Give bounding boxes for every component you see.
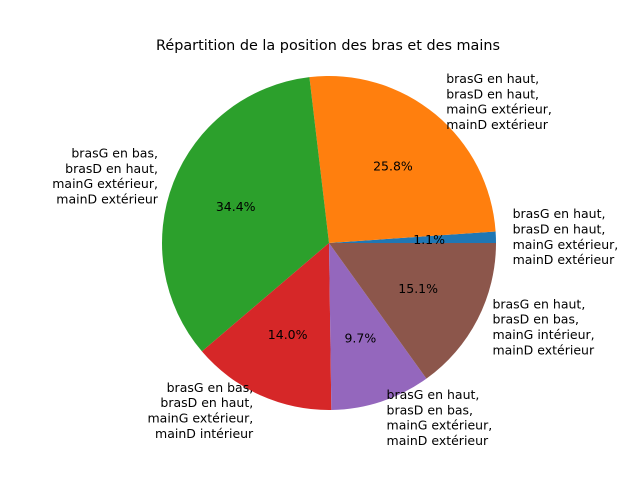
- slice-label-line: mainG extérieur,: [513, 237, 619, 252]
- slice-label-line: brasD en bas,: [387, 402, 474, 417]
- slice-label-line: brasG en bas,: [71, 146, 158, 161]
- pie-slice: [329, 243, 496, 379]
- slice-label-line: mainG intérieur,: [492, 327, 594, 342]
- pie-slice: [309, 76, 496, 243]
- slice-percent-label: 15.1%: [398, 281, 438, 296]
- slice-label-line: mainG extérieur,: [52, 176, 158, 191]
- slice-label: brasG en haut, brasD en bas, mainG intérie…: [492, 296, 595, 357]
- slice-label-line: brasD en haut,: [513, 222, 606, 237]
- slice-label-line: mainG extérieur,: [446, 102, 552, 117]
- slice-percent-label: 14.0%: [268, 327, 308, 342]
- slice-label-line: brasD en bas,: [492, 312, 579, 327]
- slice-percent-label: 1.1%: [413, 232, 445, 247]
- slice-percent-label: 25.8%: [373, 158, 413, 173]
- slice-label: brasG en haut, brasD en haut, mainG extéri…: [513, 206, 619, 267]
- slice-label-line: brasG en haut,: [513, 206, 606, 221]
- slice-label-line: mainG extérieur,: [387, 418, 493, 433]
- slice-label-line: brasG en haut,: [492, 296, 585, 311]
- chart-title: Répartition de la position des bras et d…: [156, 38, 500, 54]
- slice-label-line: brasG en haut,: [387, 387, 480, 402]
- slice-label-line: brasD en haut,: [160, 395, 253, 410]
- slice-label: brasG en haut, brasD en haut, mainG extéri…: [446, 71, 552, 132]
- slice-percent-label: 9.7%: [344, 331, 376, 346]
- slice-label-line: brasG en bas,: [167, 380, 254, 395]
- pie-slice: [162, 77, 329, 352]
- slice-labels: brasG en haut, brasD en haut, mainG extéri…: [52, 71, 618, 448]
- slice-label-line: mainD extérieur: [492, 342, 595, 357]
- slice-label-line: mainD extérieur: [56, 191, 159, 206]
- pie-slice: [201, 243, 332, 410]
- slice-label-line: brasD en haut,: [446, 86, 539, 101]
- slice-label: brasG en haut, brasD en bas, mainG extérie…: [387, 387, 493, 448]
- pie-slice: [329, 243, 427, 410]
- slice-percent-label: 34.4%: [216, 199, 256, 214]
- pie-slices: [162, 76, 496, 410]
- slice-label-line: mainD intérieur: [155, 426, 254, 441]
- percent-labels: 1.1% 25.8% 34.4% 14.0% 9.7% 15.1%: [216, 158, 445, 345]
- pie-slice: [329, 231, 496, 243]
- slice-label-line: mainD extérieur: [446, 117, 549, 132]
- slice-label-line: mainG extérieur,: [148, 410, 254, 425]
- slice-label: brasG en bas, brasD en haut, mainG extérie…: [148, 380, 255, 441]
- slice-label-line: mainD extérieur: [513, 252, 616, 267]
- slice-label-line: brasG en haut,: [446, 71, 539, 86]
- slice-label-line: mainD extérieur: [387, 433, 490, 448]
- slice-label-line: brasD en haut,: [65, 161, 158, 176]
- slice-label: brasG en bas, brasD en haut, mainG extérie…: [52, 146, 159, 207]
